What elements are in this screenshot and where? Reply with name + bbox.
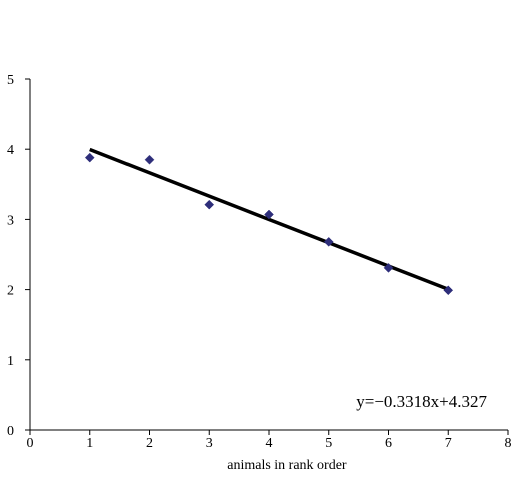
y-tick-label: 3 xyxy=(7,213,14,228)
trendline xyxy=(89,147,449,291)
data-point xyxy=(204,199,215,210)
data-point xyxy=(383,262,394,273)
x-axis-label: animals in rank order xyxy=(227,458,347,473)
data-point xyxy=(144,154,155,165)
x-tick-label: 3 xyxy=(206,436,213,451)
x-tick-label: 1 xyxy=(86,436,93,451)
trendline-group xyxy=(89,147,449,291)
data-point xyxy=(443,285,454,296)
x-tick-label: 2 xyxy=(146,436,153,451)
y-tick-label: 0 xyxy=(7,424,14,439)
y-tick-label: 5 xyxy=(7,73,14,88)
x-tick-label: 6 xyxy=(385,436,392,451)
axes xyxy=(29,79,508,431)
x-tick-label: 4 xyxy=(266,436,273,451)
trendline-equation: y=−0.3318x+4.327 xyxy=(356,392,487,411)
data-point xyxy=(264,209,274,220)
data-point xyxy=(84,152,95,163)
data-points xyxy=(84,152,454,296)
data-point xyxy=(323,237,334,247)
y-tick-label: 1 xyxy=(7,354,14,369)
x-tick-label: 7 xyxy=(445,436,452,451)
y-tick-label: 2 xyxy=(7,284,14,299)
x-tick-label: 8 xyxy=(505,436,512,451)
y-ticks: 0 1 2 3 4 5 xyxy=(7,73,30,439)
x-ticks: 0 1 2 3 4 5 6 7 8 xyxy=(27,430,512,451)
x-tick-label: 0 xyxy=(27,436,34,451)
x-tick-label: 5 xyxy=(325,436,332,451)
y-tick-label: 4 xyxy=(7,143,14,158)
